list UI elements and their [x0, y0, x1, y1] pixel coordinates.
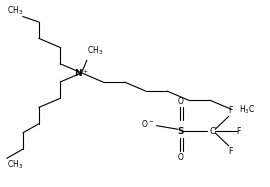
Text: O: O [177, 153, 183, 162]
Text: O$^-$: O$^-$ [141, 118, 154, 129]
Text: CH$_3$: CH$_3$ [87, 44, 103, 56]
Text: F: F [228, 106, 233, 115]
Text: F: F [228, 147, 233, 157]
Text: F: F [237, 127, 241, 136]
Text: O: O [177, 97, 183, 106]
Text: CH$_3$: CH$_3$ [7, 158, 23, 171]
Text: CH$_3$: CH$_3$ [6, 4, 23, 16]
Text: C: C [209, 127, 216, 136]
Text: N$^+$: N$^+$ [74, 67, 89, 79]
Text: H$_3$C: H$_3$C [239, 103, 256, 116]
Text: S: S [177, 127, 184, 136]
